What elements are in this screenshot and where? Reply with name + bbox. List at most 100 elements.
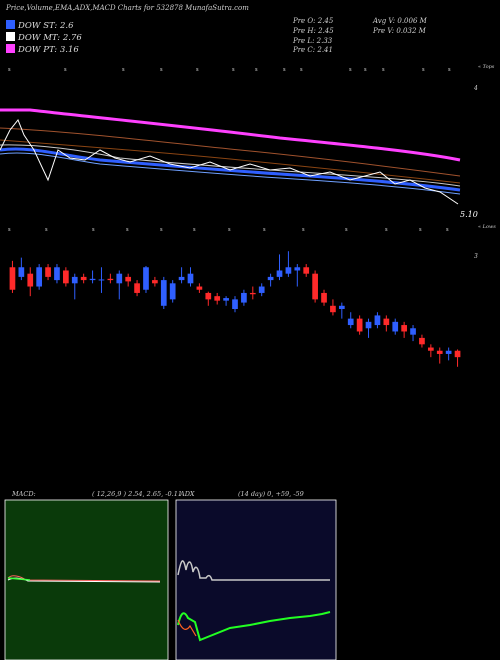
candle-body — [303, 267, 310, 274]
pre-volume: Pre V: 0.032 M — [373, 27, 426, 35]
candle-body — [45, 267, 51, 277]
adx-title: ADX — [180, 490, 195, 498]
legend-swatch-st — [6, 20, 15, 29]
candle-body — [143, 267, 149, 290]
candle-body — [205, 292, 212, 300]
low-tick-mark: s — [385, 227, 388, 233]
candle-body — [63, 270, 69, 284]
candle-series — [9, 251, 461, 367]
adx-plus-di — [177, 611, 331, 642]
candle-body — [107, 278, 114, 281]
candle-body — [285, 267, 292, 274]
top-tick-mark: s — [232, 67, 235, 73]
avg-volume: Avg V: 0.006 M — [373, 17, 427, 25]
candle-body — [187, 273, 194, 284]
pre-close: Pre C: 2.41 — [293, 46, 333, 54]
candle-body — [9, 267, 16, 290]
candle-body — [169, 283, 176, 300]
low-tick-mark: s — [446, 227, 449, 233]
candle-body — [241, 292, 247, 303]
candle-right-label: 3 — [474, 253, 478, 260]
legend-label-st: DOW ST: 2.6 — [18, 21, 74, 31]
candle-body — [312, 273, 318, 300]
price-line — [0, 119, 459, 205]
candle-body — [445, 350, 452, 354]
candle-body — [338, 305, 345, 309]
candle-body — [89, 278, 96, 281]
candle-body — [365, 321, 372, 329]
candle-body — [249, 292, 256, 295]
legend-dow-st: DOW ST: 2.6 — [6, 20, 74, 31]
low-tick-mark: s — [92, 227, 95, 233]
pre-low: Pre L: 2.33 — [293, 37, 333, 45]
candle-body — [410, 328, 416, 335]
top-tick-mark: s — [283, 67, 286, 73]
candle-body — [160, 280, 167, 306]
candle-body — [383, 318, 390, 326]
candle-body — [36, 267, 43, 287]
candle-body — [54, 267, 60, 281]
legend-dow-mt: DOW MT: 2.76 — [6, 32, 82, 43]
low-tick-mark: s — [160, 227, 163, 233]
top-tick-mark: s — [448, 67, 451, 73]
candle-body — [267, 276, 274, 281]
top-tick-mark: s — [64, 67, 67, 73]
low-tick-mark: s — [45, 227, 48, 233]
candle-body — [454, 350, 461, 358]
low-tick-mark: s — [345, 227, 348, 233]
legend-label-mt: DOW MT: 2.76 — [18, 33, 82, 43]
candle-body — [125, 276, 132, 282]
candle-body — [196, 286, 203, 290]
ema-top-label: 4 — [474, 85, 478, 92]
candle-body — [356, 318, 363, 332]
candle-body — [80, 276, 87, 281]
top-tick-mark: s — [300, 67, 303, 73]
legend-swatch-pt — [6, 44, 15, 53]
top-tick-mark: s — [382, 67, 385, 73]
low-tick-mark: s — [419, 227, 422, 233]
candle-body — [223, 298, 229, 301]
adx-minus-di — [177, 619, 197, 637]
candle-body — [152, 280, 158, 284]
low-tick-mark: s — [263, 227, 266, 233]
pre-high: Pre H: 2.45 — [293, 27, 334, 35]
candle-body — [134, 283, 140, 293]
candle-body — [436, 350, 443, 354]
candle-body — [71, 276, 78, 284]
ema-st-line — [0, 147, 461, 192]
top-tick-mark: s — [160, 67, 163, 73]
macd-values: ( 12,26,9 ) 2.54, 2.65, -0.11 — [92, 490, 182, 498]
candle-body — [427, 347, 434, 351]
candle-body — [374, 315, 381, 326]
candle-body — [401, 325, 407, 332]
low-tick-mark: s — [302, 227, 305, 233]
ema-brown-line-1 — [0, 127, 461, 177]
candle-body — [276, 270, 283, 277]
top-tick-mark: s — [196, 67, 199, 73]
top-tick-mark: s — [349, 67, 352, 73]
candle-body — [27, 273, 34, 287]
candle-body — [330, 305, 336, 313]
pre-open: Pre O: 2.45 — [293, 17, 334, 25]
top-tick-mark: s — [8, 67, 11, 73]
candle-body — [392, 321, 399, 332]
legend-swatch-mt — [6, 32, 15, 41]
candle-body — [178, 276, 185, 281]
legend-dow-pt: DOW PT: 3.16 — [6, 44, 79, 55]
low-tick-mark: s — [193, 227, 196, 233]
candle-body — [98, 279, 105, 281]
candle-body — [232, 299, 238, 309]
lows-note: « Lows — [478, 224, 496, 230]
top-tick-mark: s — [364, 67, 367, 73]
candle-body — [321, 292, 327, 303]
adx-values: (14 day) 0, +59, -59 — [238, 490, 304, 498]
ema-pt-line — [0, 108, 461, 162]
candle-body — [347, 318, 354, 326]
macd-hist — [7, 577, 31, 581]
candle-body — [294, 267, 301, 271]
tops-note: « Tops — [478, 64, 495, 70]
macd-title: MACD: — [12, 490, 36, 498]
